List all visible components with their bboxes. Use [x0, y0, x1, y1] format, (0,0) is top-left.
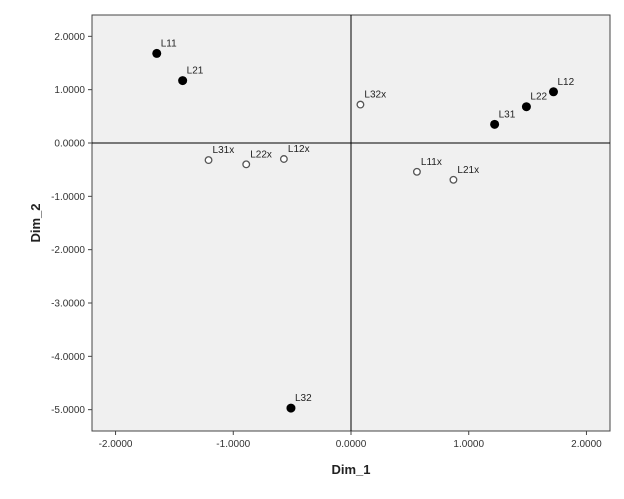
data-point-filled [490, 119, 500, 129]
data-point-open [412, 167, 421, 176]
data-point-filled [548, 87, 558, 97]
point-label: L21x [457, 165, 479, 176]
data-point-filled [521, 102, 531, 112]
y-tick-label: -2.0000 [51, 245, 85, 256]
point-label: L22 [530, 92, 547, 103]
y-axis-ticks: 2.0000 1.0000 0.0000 -1.0000 -2.0000 -3.0000 -… [51, 32, 92, 416]
point-label: L31x [213, 145, 235, 156]
point-label: L32 [295, 393, 312, 404]
data-points: L11 L21 L12 L22 L31 L32 L32x L31x L22x L12x L11x L2… [152, 38, 575, 413]
point-label: L22x [250, 149, 272, 160]
point-label: L12 [557, 77, 574, 88]
data-point-filled [286, 403, 296, 413]
data-point-open [356, 100, 365, 109]
data-point-open [242, 160, 251, 169]
y-tick-label: 0.0000 [54, 139, 85, 150]
x-axis-title: Dim_1 [331, 462, 370, 477]
y-tick-label: -1.0000 [51, 192, 85, 203]
data-point-open [449, 175, 458, 184]
x-tick-label: 1.0000 [453, 439, 484, 450]
x-tick-label: -2.0000 [99, 439, 133, 450]
point-label: L31 [499, 109, 516, 120]
point-label: L12x [288, 144, 310, 155]
y-tick-label: 2.0000 [54, 32, 85, 43]
point-label: L11x [421, 157, 442, 168]
x-axis-ticks: -2.0000 -1.0000 0.0000 1.0000 2.0000 [99, 431, 602, 450]
data-point-filled [178, 76, 188, 86]
y-axis-title: Dim_2 [28, 203, 43, 242]
x-tick-label: 2.0000 [571, 439, 602, 450]
y-tick-label: -5.0000 [51, 405, 85, 416]
data-point-open [279, 155, 288, 163]
reference-lines [92, 15, 610, 431]
x-tick-label: -1.0000 [216, 439, 250, 450]
point-label: L32x [364, 90, 386, 101]
data-point-filled [152, 48, 162, 58]
y-tick-label: -3.0000 [51, 299, 85, 310]
data-point-open [204, 156, 213, 165]
y-tick-label: 1.0000 [54, 85, 85, 96]
point-label: L11 [161, 38, 177, 49]
y-tick-label: -4.0000 [51, 352, 85, 363]
point-label: L21 [187, 66, 204, 77]
x-tick-label: 0.0000 [336, 439, 367, 450]
